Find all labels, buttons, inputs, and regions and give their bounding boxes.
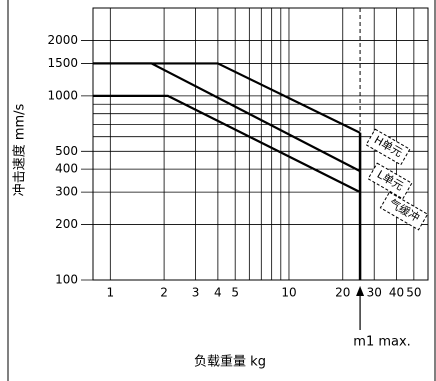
annotation-frame: [379, 191, 429, 231]
y-axis-label: 冲击速度 mm/s: [12, 103, 28, 196]
x-tick-label: 40: [389, 286, 404, 300]
series-line: [93, 94, 361, 194]
x-tick-label: 4: [214, 286, 222, 300]
y-tick-label: 200: [55, 217, 78, 231]
series-line: [93, 62, 361, 134]
annotation-frame: [365, 128, 411, 166]
x-tick-label: 5: [231, 286, 239, 300]
y-tick-label: 400: [55, 162, 78, 176]
y-tick-label: 300: [55, 185, 78, 199]
y-tick-label: 2000: [47, 33, 78, 47]
x-tick-label: 20: [335, 286, 350, 300]
x-tick-label: 30: [367, 286, 382, 300]
x-tick-label: 1: [106, 286, 114, 300]
limit-label: m1 max.: [353, 335, 411, 350]
x-tick-label: 3: [192, 286, 200, 300]
x-tick-label: 2: [160, 286, 168, 300]
series-line: [93, 62, 361, 173]
plot-frame: [92, 7, 429, 281]
y-tick-label: 100: [55, 273, 78, 287]
x-tick-label: 50: [406, 286, 421, 300]
annotation-frame: [367, 162, 413, 200]
y-tick-label: 1500: [47, 56, 78, 70]
annotation-box: H单元 L单元 气缓冲: [365, 128, 429, 231]
limit-arrowhead: [356, 286, 365, 296]
y-tick-label: 1000: [47, 88, 78, 102]
y-tick-label: 500: [55, 144, 78, 158]
x-tick-label: 10: [281, 286, 296, 300]
x-axis-label: 负载重量 kg: [194, 354, 266, 370]
